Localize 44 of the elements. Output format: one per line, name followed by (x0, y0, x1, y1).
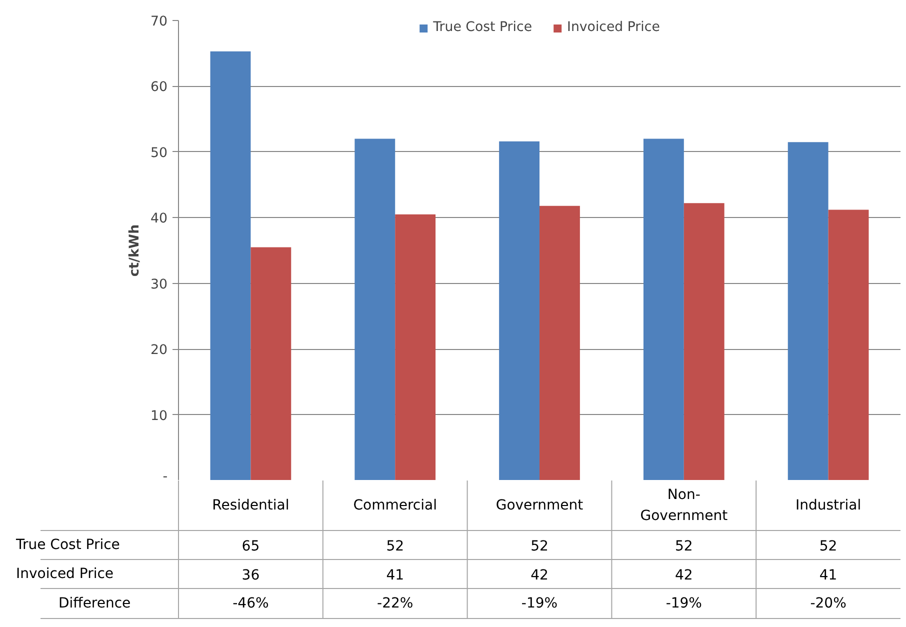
text: Invoiced Price (16, 566, 114, 582)
y-tick-label: 20 (150, 343, 168, 358)
text: True Cost Price (16, 536, 120, 552)
text: -19% (521, 596, 558, 612)
text: Difference (58, 596, 131, 612)
x-tick-label: Government (496, 498, 584, 514)
bar (395, 214, 436, 480)
x-tick-label: Non-Government (640, 487, 728, 524)
text: -22% (377, 596, 414, 612)
x-tick-label: Industrial (795, 498, 862, 514)
data-label: 52 (674, 538, 693, 554)
bar (499, 141, 540, 480)
y-axis-title: ct/kWh (128, 224, 143, 277)
bar (250, 247, 292, 480)
data-label: 65 (242, 538, 260, 554)
x-tick-label: Commercial (353, 498, 437, 514)
data-label: 52 (386, 538, 404, 554)
data-label: 52 (819, 538, 838, 554)
legend-label: True Cost Price (433, 20, 532, 35)
y-tick-label: 10 (150, 408, 168, 424)
data-label: 42 (530, 568, 548, 584)
data-label: 52 (530, 538, 548, 554)
bar (684, 203, 724, 480)
y-tick-label: - (162, 470, 168, 484)
y-tick-label: 30 (150, 277, 168, 292)
bar (788, 142, 828, 480)
text: -19% (666, 596, 702, 612)
bar (354, 138, 396, 480)
bar (540, 206, 580, 480)
x-tick-label: Residential (212, 498, 290, 514)
y-tick-label: 70 (150, 14, 168, 30)
text: -20% (810, 596, 846, 612)
bar (643, 138, 684, 480)
bar (828, 210, 869, 480)
data-label: 41 (819, 568, 838, 584)
y-tick-label: 50 (150, 146, 168, 161)
legend-label: Invoiced Price (567, 20, 660, 35)
y-tick-label: 60 (150, 80, 168, 96)
data-label: 42 (674, 568, 693, 584)
bar (210, 51, 251, 480)
text: -46% (232, 596, 269, 612)
y-tick-label: 40 (150, 212, 168, 227)
data-label: 36 (242, 568, 260, 584)
data-label: 41 (386, 568, 404, 584)
